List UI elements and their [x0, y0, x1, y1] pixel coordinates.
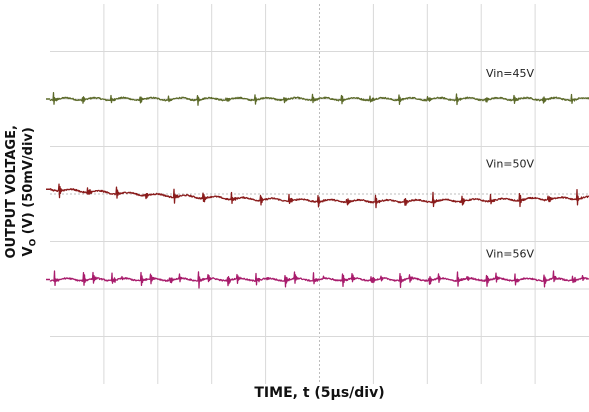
trace-label: Vin=45V: [486, 67, 535, 80]
trace-label: Vin=50V: [486, 157, 535, 170]
grid: [50, 4, 589, 384]
y-axis-label-line2: VO (V) (50mV/div): [20, 125, 43, 258]
y-axis-label-v: V: [21, 246, 37, 257]
traces: [46, 92, 589, 289]
y-axis-label-line1: OUTPUT VOLTAGE,: [4, 125, 20, 259]
trace-label: Vin=56V: [486, 248, 535, 261]
y-axis-label-sub: O: [28, 238, 39, 247]
trace-labels: Vin=45V Vin=50V Vin=56V: [486, 67, 535, 261]
trace-line: [49, 183, 589, 209]
x-axis-label: TIME, t (5µs/div): [254, 385, 385, 401]
y-axis-label-rest: (V) (50mV/div): [21, 127, 37, 239]
trace-line: [49, 92, 589, 106]
y-axis-label: OUTPUT VOLTAGE, VO (V) (50mV/div): [0, 0, 46, 384]
trace-line: [49, 270, 589, 289]
